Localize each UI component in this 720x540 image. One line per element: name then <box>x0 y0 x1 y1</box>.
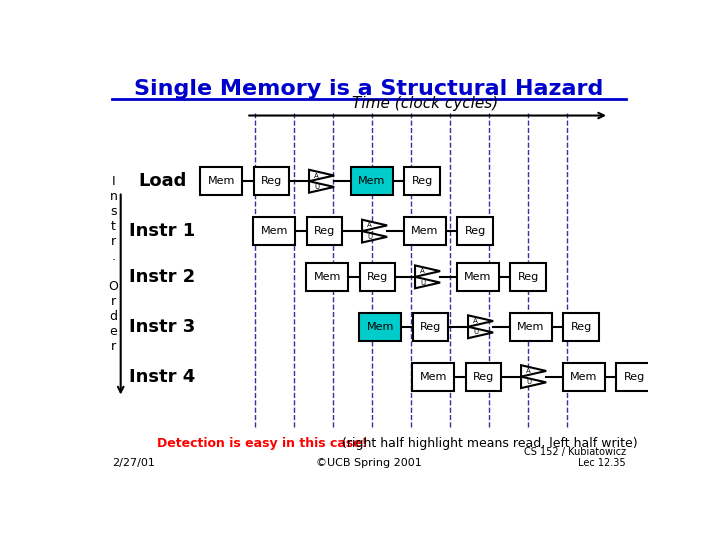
Text: Mem: Mem <box>313 272 341 282</box>
FancyBboxPatch shape <box>200 167 242 195</box>
FancyBboxPatch shape <box>404 167 440 195</box>
Text: Time (clock cycles): Time (clock cycles) <box>351 96 498 111</box>
Text: A: A <box>314 172 319 179</box>
Text: Instr 3: Instr 3 <box>130 318 196 336</box>
Text: A: A <box>473 318 478 324</box>
Text: Single Memory is a Structural Hazard: Single Memory is a Structural Hazard <box>135 79 603 99</box>
FancyBboxPatch shape <box>253 217 295 245</box>
Polygon shape <box>362 231 387 242</box>
FancyBboxPatch shape <box>563 362 605 391</box>
Text: A: A <box>526 368 531 374</box>
Text: Instr 4: Instr 4 <box>130 368 196 386</box>
Polygon shape <box>468 327 493 338</box>
FancyBboxPatch shape <box>307 217 342 245</box>
Text: I
n
s
t
r
.

O
r
d
e
r: I n s t r . O r d e r <box>109 175 118 353</box>
Text: Reg: Reg <box>366 272 388 282</box>
Text: Load: Load <box>138 172 186 190</box>
Text: Mem: Mem <box>358 176 385 186</box>
Text: Reg: Reg <box>518 272 539 282</box>
Polygon shape <box>415 277 440 288</box>
FancyBboxPatch shape <box>404 217 446 245</box>
FancyBboxPatch shape <box>616 362 652 391</box>
FancyBboxPatch shape <box>253 167 289 195</box>
Text: Reg: Reg <box>473 372 494 382</box>
Polygon shape <box>309 181 334 193</box>
Text: A: A <box>420 268 425 274</box>
Text: Reg: Reg <box>314 226 335 236</box>
Text: Mem: Mem <box>464 272 492 282</box>
FancyBboxPatch shape <box>413 362 454 391</box>
Polygon shape <box>521 365 546 377</box>
Text: Instr 2: Instr 2 <box>130 268 196 286</box>
FancyBboxPatch shape <box>359 313 401 341</box>
Text: U: U <box>420 280 425 286</box>
FancyBboxPatch shape <box>306 263 348 291</box>
Text: CS 152 / Kubiatowicz
Lec 12.35: CS 152 / Kubiatowicz Lec 12.35 <box>523 447 626 468</box>
Text: Mem: Mem <box>366 322 394 332</box>
Text: U: U <box>367 234 372 240</box>
Text: Reg: Reg <box>261 176 282 186</box>
Text: Mem: Mem <box>261 226 288 236</box>
FancyBboxPatch shape <box>359 263 395 291</box>
FancyBboxPatch shape <box>413 313 448 341</box>
Text: Mem: Mem <box>420 372 447 382</box>
Text: Reg: Reg <box>464 226 486 236</box>
Text: U: U <box>473 329 478 335</box>
Text: ©UCB Spring 2001: ©UCB Spring 2001 <box>316 458 422 468</box>
FancyBboxPatch shape <box>351 167 392 195</box>
Text: 2/27/01: 2/27/01 <box>112 458 156 468</box>
Polygon shape <box>468 315 493 327</box>
FancyBboxPatch shape <box>457 217 492 245</box>
FancyBboxPatch shape <box>466 362 501 391</box>
Polygon shape <box>309 170 334 181</box>
Text: Mem: Mem <box>411 226 438 236</box>
Text: Reg: Reg <box>411 176 433 186</box>
Text: Mem: Mem <box>570 372 598 382</box>
FancyBboxPatch shape <box>510 313 552 341</box>
Polygon shape <box>415 266 440 277</box>
Text: U: U <box>314 184 319 190</box>
Text: Mem: Mem <box>517 322 544 332</box>
FancyBboxPatch shape <box>563 313 599 341</box>
Text: Reg: Reg <box>570 322 592 332</box>
Text: Reg: Reg <box>420 322 441 332</box>
FancyBboxPatch shape <box>457 263 499 291</box>
Text: Instr 1: Instr 1 <box>130 222 196 240</box>
Text: Detection is easy in this case!: Detection is easy in this case! <box>157 437 367 450</box>
Text: Mem: Mem <box>207 176 235 186</box>
FancyBboxPatch shape <box>510 263 546 291</box>
Text: Reg: Reg <box>624 372 644 382</box>
Polygon shape <box>362 220 387 231</box>
Polygon shape <box>521 377 546 388</box>
Text: (right half highlight means read, left half write): (right half highlight means read, left h… <box>338 437 638 450</box>
Text: U: U <box>526 380 531 386</box>
Text: A: A <box>367 222 372 228</box>
